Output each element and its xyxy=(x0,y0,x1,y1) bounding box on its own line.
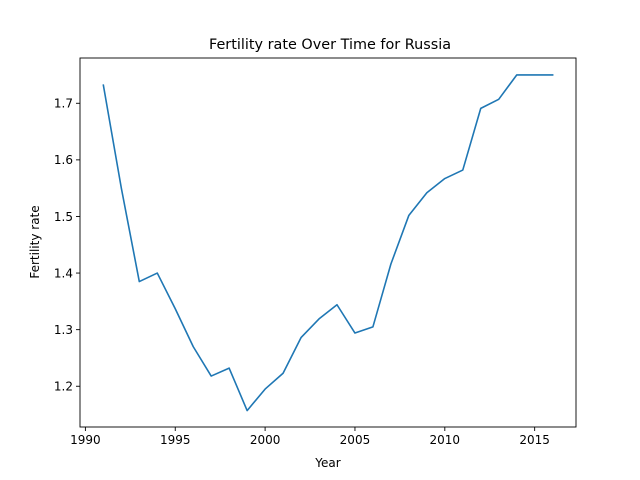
x-axis-ticks: 1990 1995 2000 2005 2010 2015 xyxy=(70,427,550,447)
series-lines xyxy=(102,74,554,412)
y-tick-label: 1.2 xyxy=(54,380,73,394)
chart-title: Fertility rate Over Time for Russia xyxy=(209,37,451,53)
x-tick-label: 2005 xyxy=(340,433,371,447)
y-tick-label: 1.6 xyxy=(54,153,73,167)
x-tick-label: 2015 xyxy=(519,433,550,447)
x-tick-label: 2000 xyxy=(250,433,281,447)
x-axis-label: Year xyxy=(314,456,340,470)
y-axis-ticks: 1.2 1.3 1.4 1.5 1.6 1.7 xyxy=(54,97,80,394)
series-line xyxy=(102,74,554,412)
plot-area: 1.2 1.3 1.4 1.5 1.6 1.7 1990 1995 2000 2005 2010 2… xyxy=(54,57,577,447)
x-tick-label: 1995 xyxy=(160,433,191,447)
y-tick-label: 1.4 xyxy=(54,266,73,280)
x-tick-label: 1990 xyxy=(70,433,101,447)
y-tick-label: 1.7 xyxy=(54,97,73,111)
axes-frame xyxy=(79,57,577,428)
y-axis-label: Fertility rate xyxy=(28,205,42,278)
x-tick-label: 2010 xyxy=(430,433,461,447)
y-tick-label: 1.3 xyxy=(54,323,73,337)
y-tick-label: 1.5 xyxy=(54,210,73,224)
